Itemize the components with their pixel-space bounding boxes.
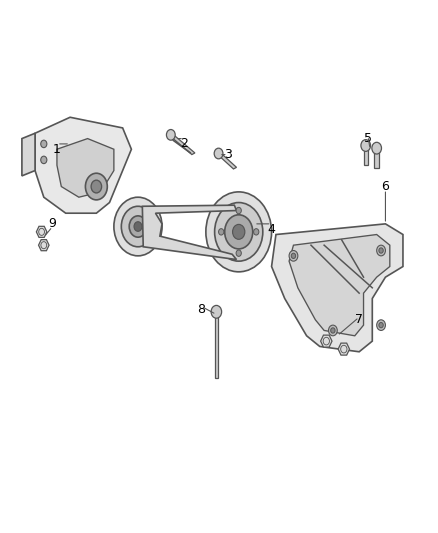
Polygon shape (39, 240, 49, 251)
Polygon shape (57, 139, 114, 197)
Text: 8: 8 (198, 303, 205, 316)
Polygon shape (142, 205, 237, 260)
Circle shape (289, 251, 298, 261)
Polygon shape (36, 227, 47, 237)
Polygon shape (272, 224, 403, 352)
Polygon shape (35, 117, 131, 213)
Polygon shape (374, 149, 379, 168)
Text: 7: 7 (355, 313, 363, 326)
Circle shape (41, 140, 47, 148)
Circle shape (377, 245, 385, 256)
Text: 9: 9 (49, 217, 57, 230)
Polygon shape (218, 153, 237, 169)
Circle shape (134, 222, 142, 231)
Circle shape (254, 229, 259, 235)
Polygon shape (364, 147, 368, 165)
Polygon shape (289, 235, 390, 336)
Circle shape (121, 206, 155, 247)
Circle shape (211, 305, 222, 318)
Text: 6: 6 (381, 180, 389, 193)
Polygon shape (22, 133, 35, 176)
Circle shape (166, 130, 175, 140)
Text: 4: 4 (268, 223, 276, 236)
Circle shape (215, 203, 263, 261)
Text: 2: 2 (180, 138, 188, 150)
Text: 5: 5 (364, 132, 372, 145)
Circle shape (361, 140, 371, 151)
Circle shape (91, 180, 102, 193)
Text: 3: 3 (224, 148, 232, 161)
Circle shape (328, 325, 337, 336)
Circle shape (41, 156, 47, 164)
Circle shape (129, 216, 147, 237)
Circle shape (233, 224, 245, 239)
Circle shape (114, 197, 162, 256)
Circle shape (377, 320, 385, 330)
Polygon shape (170, 134, 195, 155)
Circle shape (225, 215, 253, 249)
Text: 1: 1 (53, 143, 61, 156)
Circle shape (219, 229, 224, 235)
Circle shape (372, 142, 381, 154)
Circle shape (85, 173, 107, 200)
Circle shape (331, 328, 335, 333)
Circle shape (236, 207, 241, 214)
Circle shape (214, 148, 223, 159)
Circle shape (236, 250, 241, 256)
Polygon shape (321, 335, 332, 347)
Polygon shape (215, 314, 218, 378)
Circle shape (206, 192, 272, 272)
Circle shape (379, 322, 383, 328)
Circle shape (379, 248, 383, 253)
Circle shape (291, 253, 296, 259)
Polygon shape (338, 343, 350, 355)
